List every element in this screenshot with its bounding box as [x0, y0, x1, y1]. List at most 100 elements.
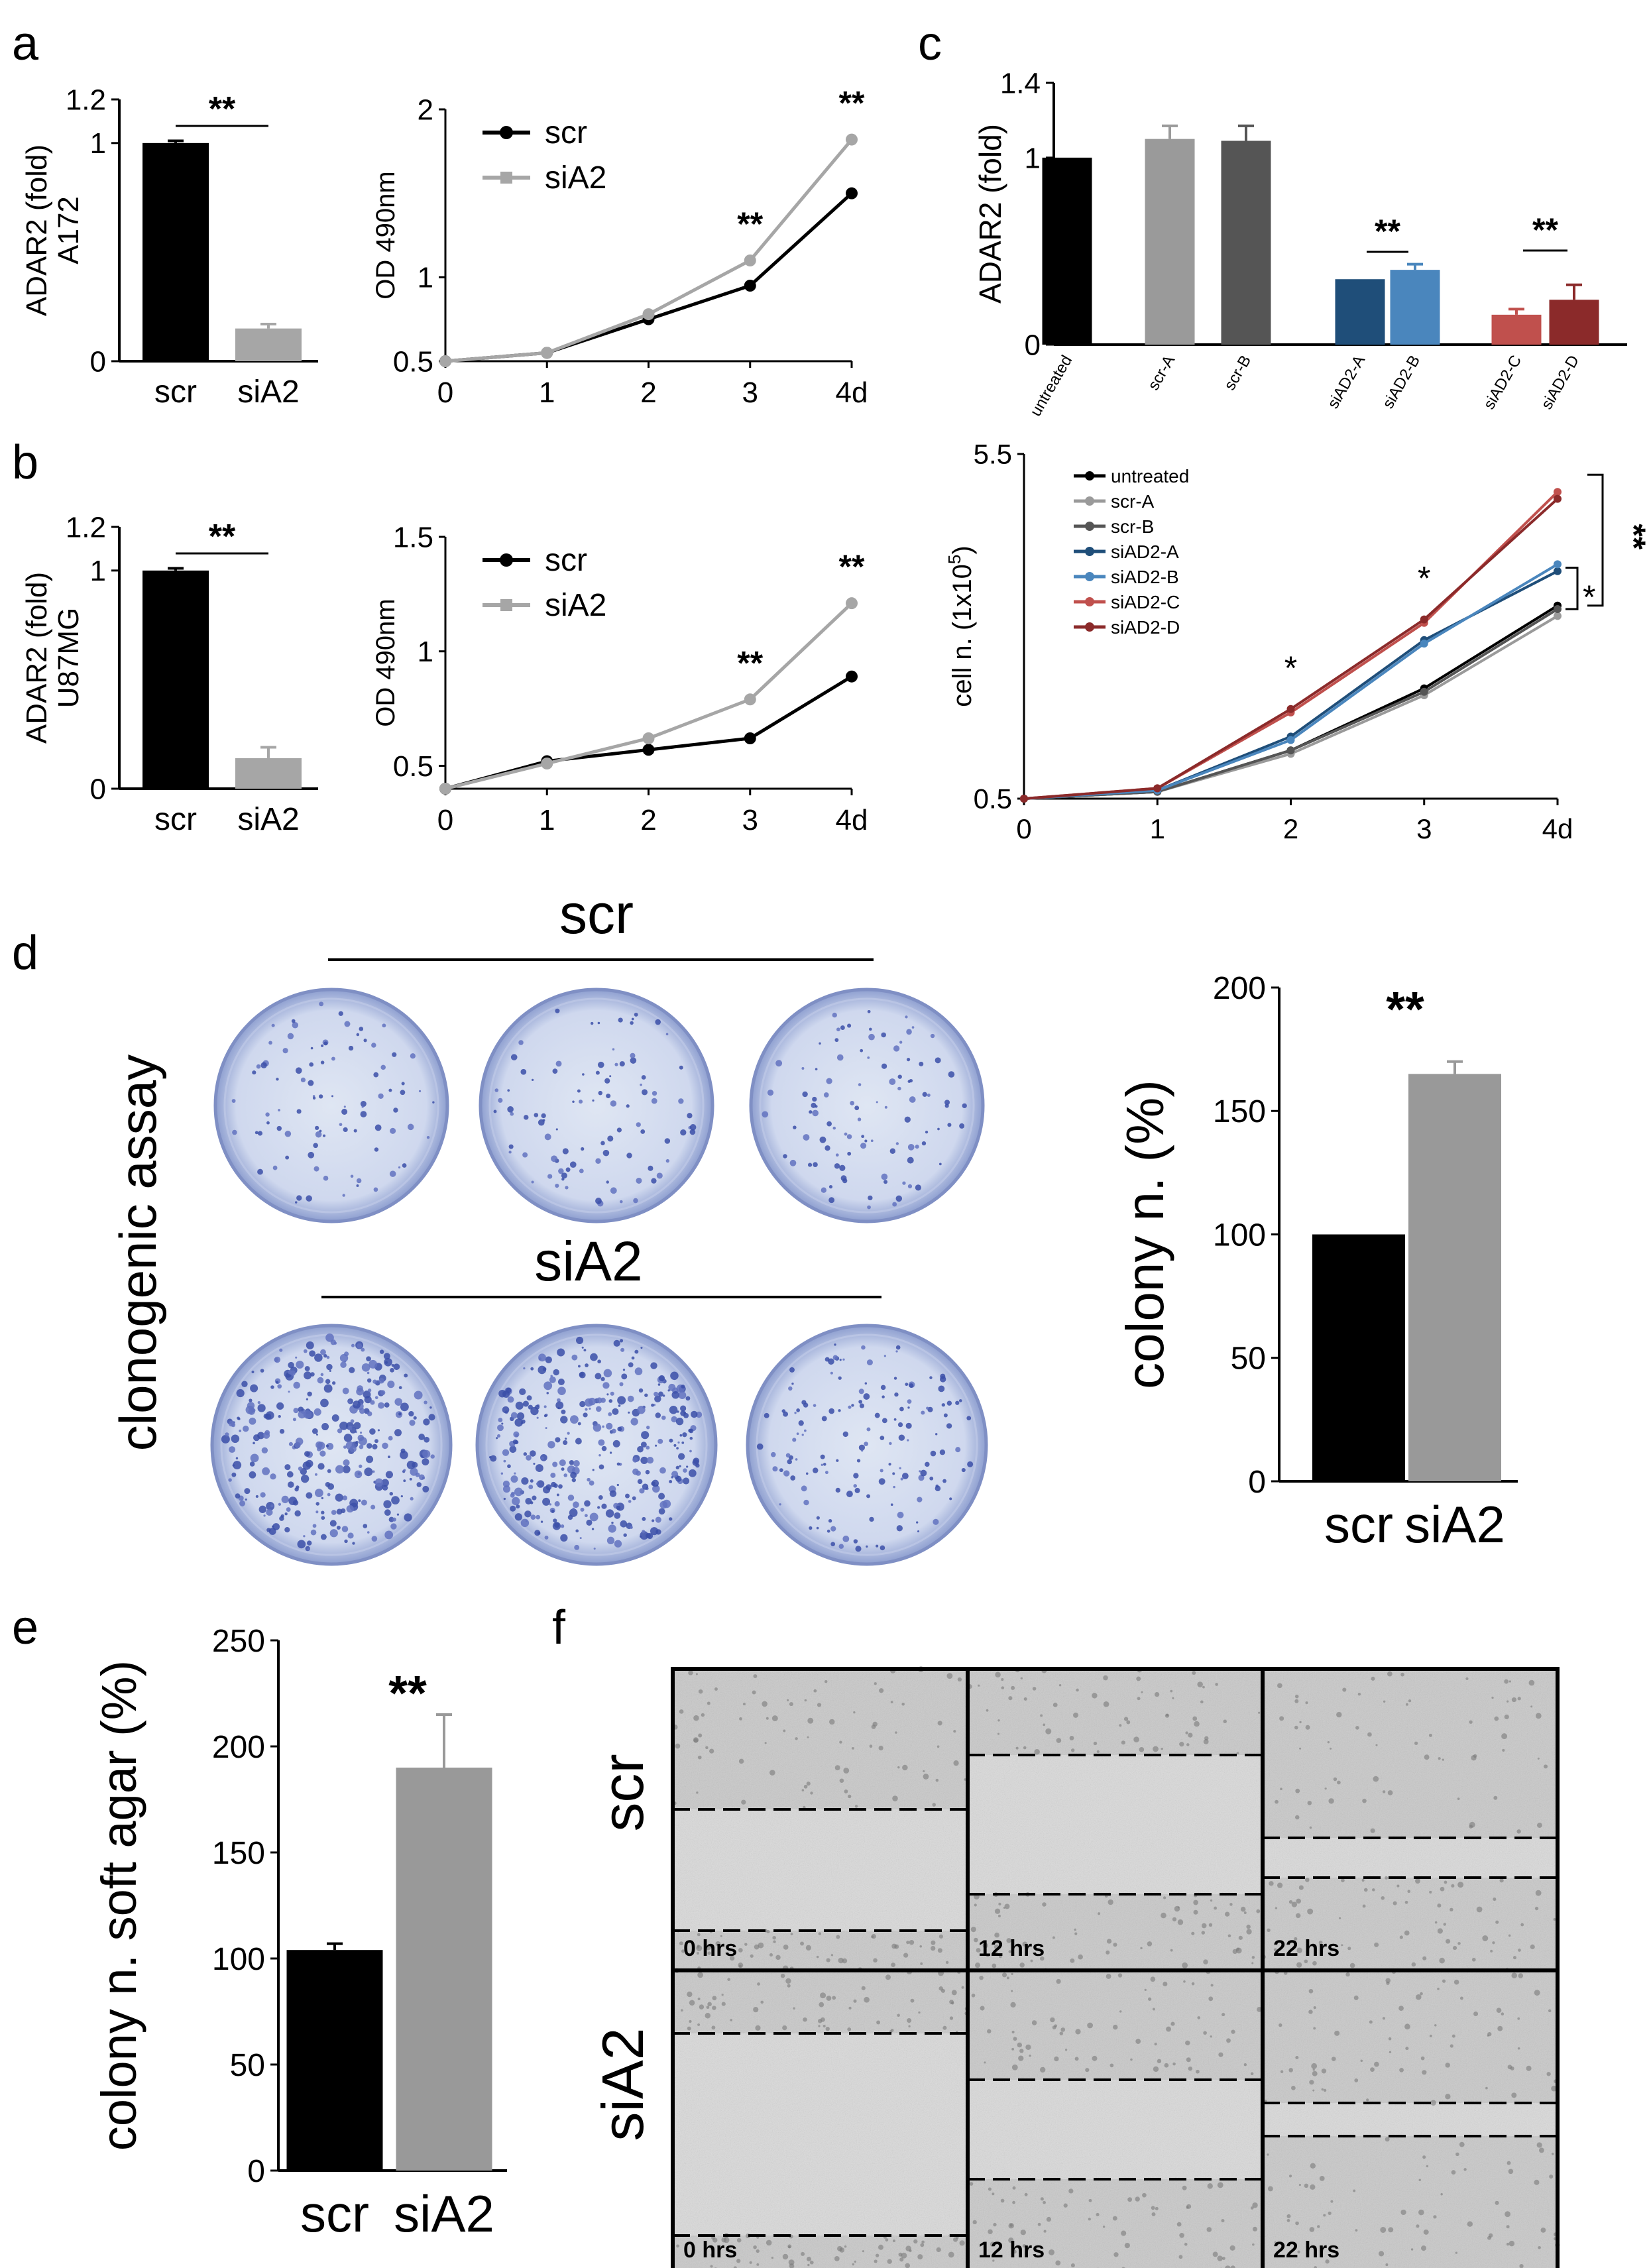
cell-speck: [1161, 1912, 1166, 1919]
colony-dot: [646, 1426, 650, 1430]
e-bar-bar-siA2: [396, 1768, 492, 2171]
c-bar-sig-stars: **: [1532, 211, 1558, 249]
cell-speck: [760, 2000, 764, 2004]
cell-speck: [1308, 1988, 1314, 1994]
cell-speck: [892, 2239, 896, 2243]
colony-dot: [689, 1129, 696, 1135]
colony-dot: [361, 1347, 365, 1352]
cell-speck: [1217, 2255, 1223, 2261]
colony-dot: [547, 1441, 555, 1449]
cell-speck: [1001, 1686, 1005, 1689]
cell-speck: [1161, 1747, 1163, 1750]
c-line-point: [1286, 746, 1295, 755]
c-line-xtick-label: 3: [1416, 813, 1432, 844]
colony-dot: [332, 1381, 336, 1385]
a-line-sig-stars: **: [737, 205, 763, 243]
cell-speck: [898, 2252, 903, 2257]
colony-dot: [400, 1402, 409, 1412]
cell-speck: [1388, 2037, 1392, 2041]
colony-dot: [526, 1455, 532, 1461]
colony-dot: [853, 1473, 859, 1479]
colony-dot: [410, 1053, 416, 1059]
cell-speck: [829, 1719, 835, 1725]
colony-dot: [844, 1132, 848, 1136]
wound-texture: [673, 1669, 968, 1970]
cell-speck: [1267, 2153, 1269, 2156]
cell-speck: [744, 1943, 748, 1946]
colony-dot: [584, 1514, 588, 1518]
colony-dot: [490, 1455, 497, 1462]
colony-dot: [401, 1082, 405, 1086]
cell-speck: [739, 1717, 742, 1721]
colony-dot: [249, 1398, 253, 1402]
colony-dot: [866, 1427, 871, 1432]
cell-speck: [984, 2061, 986, 2064]
b-line-xtick-label: 1: [539, 804, 555, 836]
cell-speck: [1109, 2063, 1114, 2068]
cell-speck: [721, 2002, 726, 2006]
c-line-point: [1554, 488, 1562, 496]
colony-dot: [315, 1502, 319, 1506]
wound-texture: [673, 1970, 968, 2268]
colony-dot: [866, 1545, 868, 1548]
cell-speck: [1218, 2052, 1223, 2057]
cell-speck: [1361, 1878, 1365, 1882]
cell-speck: [878, 1745, 883, 1751]
culture-plate: [479, 988, 714, 1223]
cell-speck: [1056, 1978, 1061, 1984]
colony-dot: [373, 1072, 379, 1078]
cell-speck: [1178, 2255, 1183, 2259]
colony-dot: [320, 1349, 326, 1355]
colony-dot: [836, 1027, 840, 1032]
cell-speck: [1496, 2008, 1502, 2013]
colony-dot: [518, 1040, 524, 1045]
cell-speck: [1152, 2008, 1155, 2011]
cell-speck: [885, 2238, 889, 2241]
cell-speck: [1141, 1691, 1143, 1693]
colony-dot: [846, 1491, 853, 1498]
colony-dot: [888, 1463, 891, 1466]
colony-dot: [661, 1415, 666, 1420]
cell-speck: [800, 1941, 805, 1946]
colony-dot: [695, 1411, 703, 1418]
cell-speck: [1511, 2092, 1517, 2098]
cell-speck: [1511, 1972, 1517, 1978]
d-bar-ytick-label: 100: [1213, 1218, 1266, 1253]
cell-speck: [1385, 2263, 1389, 2267]
cell-speck: [1314, 2266, 1318, 2268]
colony-dot: [251, 1371, 255, 1373]
c-line-legend-marker: [1085, 496, 1094, 506]
a-bar-sig-stars: **: [209, 90, 236, 129]
colony-dot: [583, 1349, 587, 1352]
cell-speck: [1404, 1930, 1410, 1936]
colony-dot: [609, 1490, 617, 1497]
colony-dot: [339, 1421, 348, 1430]
colony-dot: [321, 1423, 329, 1431]
cell-speck: [1405, 1703, 1408, 1706]
cell-speck: [1185, 1731, 1188, 1734]
colony-dot: [297, 1540, 306, 1549]
colony-dot: [536, 1514, 541, 1520]
colony-dot: [941, 1403, 945, 1407]
cell-speck: [1445, 2063, 1450, 2068]
cell-speck: [1526, 2065, 1532, 2071]
colony-dot: [370, 1400, 375, 1405]
cell-speck: [1294, 1699, 1299, 1703]
colony-dot: [839, 1359, 842, 1361]
colony-dot: [600, 1141, 605, 1146]
cell-speck: [801, 2251, 805, 2256]
colony-dot: [403, 1479, 406, 1483]
colony-dot: [494, 1088, 499, 1092]
b-line-point: [541, 758, 553, 769]
colony-dot: [357, 1343, 363, 1349]
c-line-bracket-inner: [1565, 567, 1579, 610]
colony-dot: [642, 1089, 648, 1096]
colony-dot: [826, 1121, 832, 1127]
cell-speck: [1520, 1923, 1524, 1927]
colony-dot: [557, 1387, 566, 1396]
colony-dot: [614, 1062, 618, 1066]
colony-dot: [632, 1457, 638, 1463]
cell-speck: [1437, 1988, 1440, 1990]
cell-speck: [1093, 1741, 1098, 1746]
